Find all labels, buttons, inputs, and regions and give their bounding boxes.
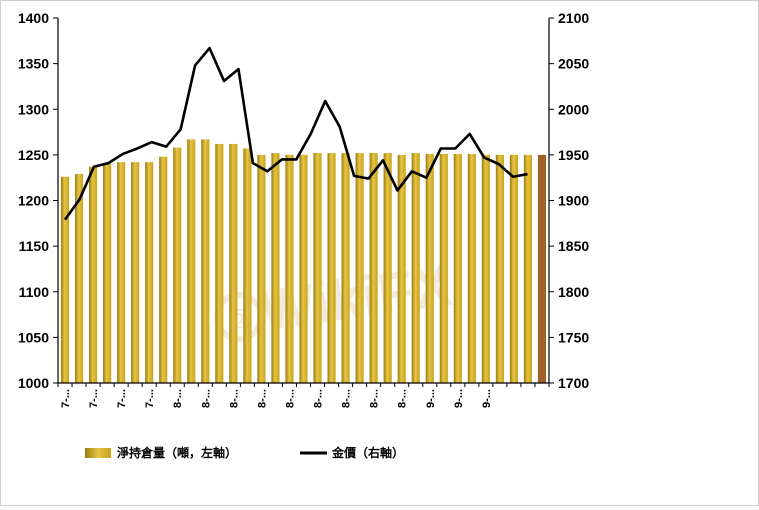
bar [89, 166, 98, 383]
right-tick-label: 1850 [558, 238, 589, 254]
x-tick-label: 8-... [313, 389, 325, 408]
x-tick-label: 8-... [341, 389, 353, 408]
x-tick-label: 7-... [60, 389, 72, 408]
bar [355, 153, 364, 383]
left-tick-label: 1400 [18, 10, 49, 26]
bar [229, 143, 238, 383]
bar [271, 153, 280, 383]
bar [383, 153, 392, 383]
bar [74, 174, 84, 383]
bars-layer [60, 139, 547, 384]
x-tick-label: 7-... [88, 389, 100, 408]
x-tick-label: 8-... [228, 389, 240, 408]
bar [481, 154, 490, 384]
left-tick-label: 1150 [19, 238, 50, 254]
left-tick-label: 1100 [19, 284, 50, 300]
right-tick-label: 1800 [558, 284, 589, 300]
bar [159, 156, 168, 383]
x-tick-label: 8-... [369, 389, 381, 408]
bar [397, 154, 406, 384]
right-tick-label: 1900 [558, 193, 589, 209]
x-tick-label: 9-... [453, 389, 465, 408]
legend-bar-label: 淨持倉量（噸，左軸） [116, 445, 237, 460]
bar [285, 154, 294, 384]
bar [257, 154, 266, 384]
bar [411, 153, 420, 383]
legend-bar-swatch [85, 448, 111, 458]
bar [439, 153, 448, 383]
right-tick-label: 1950 [558, 147, 589, 163]
bar [467, 153, 476, 383]
bar [173, 147, 182, 383]
right-tick-label: 2000 [558, 101, 589, 117]
bar [103, 164, 112, 383]
right-tick-label: 1700 [558, 375, 589, 391]
legend: 淨持倉量（噸，左軸） 金價（右軸） [85, 445, 404, 460]
left-tick-label: 1250 [18, 147, 49, 163]
bar [327, 153, 336, 383]
left-tick-label: 1350 [18, 56, 49, 72]
bar [131, 162, 140, 383]
bar [145, 162, 154, 383]
bar [243, 148, 252, 383]
bar [495, 154, 504, 384]
price-line [63, 46, 528, 221]
x-tick-label: 8-... [256, 389, 268, 408]
x-tick-label: 8-... [200, 389, 212, 408]
bar [313, 153, 322, 383]
watermark: @ WikiFX [214, 253, 456, 344]
bar [369, 153, 378, 383]
bar [187, 139, 196, 383]
left-tick-label: 1050 [18, 329, 49, 345]
bar [117, 162, 126, 383]
x-tick-label: 9-... [425, 389, 437, 408]
legend-line-label: 金價（右軸） [331, 445, 404, 460]
right-tick-label: 2100 [558, 10, 589, 26]
x-tick-label: 8-... [284, 389, 296, 408]
bar [509, 154, 518, 384]
bar [215, 143, 224, 383]
left-tick-label: 1300 [18, 101, 49, 117]
ticks-layer: 1000 1050 1100 1150 1200 1250 1300 1350 1400 1700… [18, 10, 590, 408]
x-tick-label: 7-... [144, 389, 156, 408]
right-tick-label: 2050 [558, 56, 589, 72]
line-layer [63, 46, 528, 221]
x-tick-label: 8-... [172, 389, 184, 408]
bar [201, 139, 210, 383]
x-tick-label: 7-... [116, 389, 128, 408]
bar [341, 153, 350, 383]
bar [453, 153, 462, 383]
x-tick-label: 8-... [397, 389, 409, 408]
left-tick-label: 1000 [18, 375, 49, 391]
bar [60, 176, 70, 383]
bar [537, 154, 547, 384]
right-tick-label: 1750 [558, 329, 589, 345]
x-tick-label: 9-... [481, 389, 493, 408]
left-tick-label: 1200 [18, 193, 49, 209]
bar [425, 153, 434, 383]
bar [299, 154, 308, 384]
bar [523, 154, 533, 384]
